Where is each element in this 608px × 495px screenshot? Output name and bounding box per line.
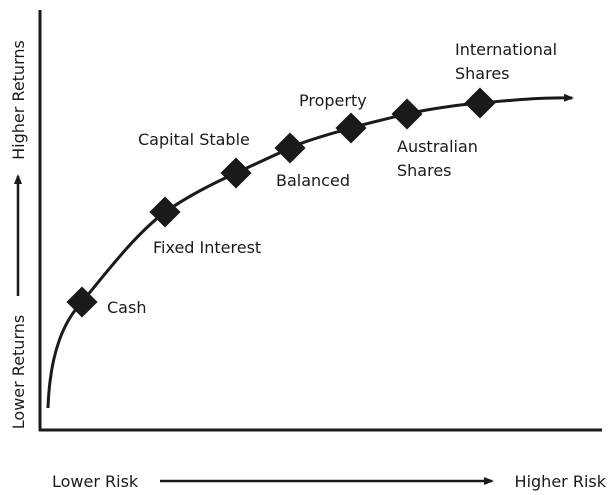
node-label: Australian — [397, 137, 478, 156]
diamond — [220, 157, 252, 189]
x-low-label: Lower Risk — [52, 472, 139, 491]
efficient-curve — [46, 93, 574, 409]
node-label: Fixed Interest — [153, 238, 261, 257]
x-high-label: Higher Risk — [515, 472, 607, 491]
labels: Cash Fixed Interest Capital Stable Balanced… — [107, 40, 557, 317]
node-label: Shares — [455, 64, 510, 83]
diamond — [66, 286, 98, 318]
node-label: Balanced — [276, 171, 350, 190]
node-label: Shares — [397, 161, 452, 180]
y-high-label: Higher Returns — [9, 40, 28, 160]
diamond — [464, 87, 496, 119]
node-label: Property — [299, 91, 367, 110]
diamond — [149, 196, 181, 228]
diamonds — [66, 87, 496, 318]
y-low-label: Lower Returns — [9, 315, 28, 429]
diamond — [335, 112, 367, 144]
diamond — [391, 98, 423, 130]
node-label: Capital Stable — [138, 130, 250, 149]
node-label: Cash — [107, 298, 146, 317]
diamond — [274, 132, 306, 164]
node-label: International — [455, 40, 557, 59]
